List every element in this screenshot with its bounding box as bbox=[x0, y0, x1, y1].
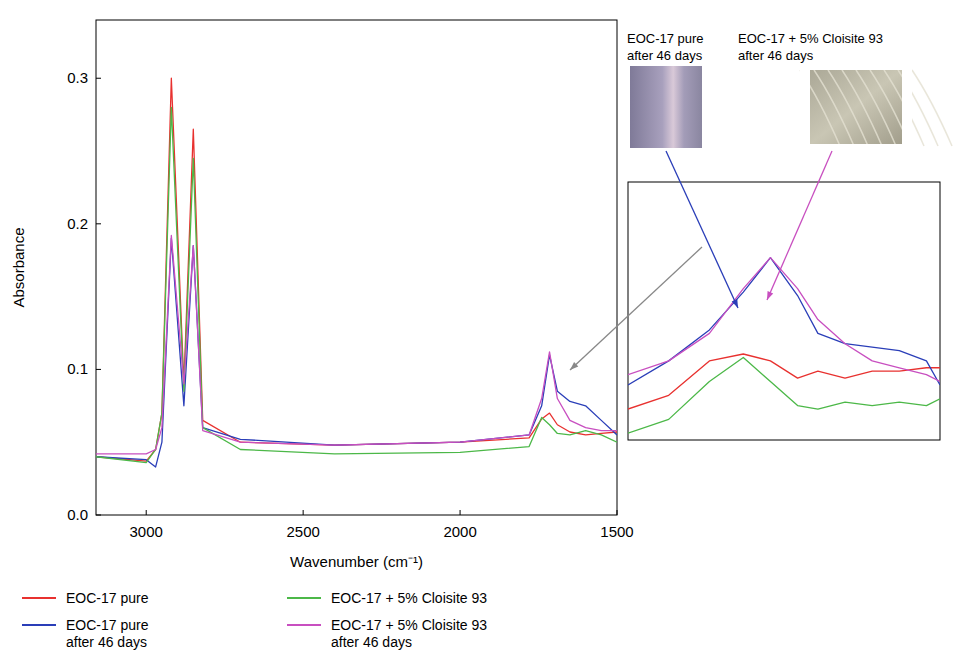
streak bbox=[842, 70, 882, 146]
x-tick bbox=[146, 510, 147, 515]
text-line: EOC-17 pure bbox=[66, 590, 149, 606]
text-line: EOC-17 + 5% Cloisite 93 bbox=[331, 590, 487, 606]
arrow-head bbox=[767, 291, 773, 300]
streak bbox=[856, 70, 896, 146]
y-tick bbox=[96, 369, 101, 370]
text-line: after 46 days bbox=[331, 634, 412, 650]
x-tick bbox=[617, 510, 618, 515]
text-line: after 46 days bbox=[738, 48, 814, 63]
inset-lines bbox=[628, 258, 940, 433]
y-tick bbox=[96, 78, 101, 79]
streak bbox=[828, 70, 868, 146]
series-line bbox=[96, 235, 617, 453]
photo-mask bbox=[802, 62, 910, 152]
legend-swatch bbox=[22, 624, 56, 626]
text-line: EOC-17 + 5% Cloisite 93 bbox=[738, 31, 883, 46]
plot-lines bbox=[96, 78, 617, 467]
inset-series-line bbox=[628, 357, 940, 433]
x-tick bbox=[460, 510, 461, 515]
inset-series-line bbox=[628, 354, 940, 409]
y-tick bbox=[96, 223, 101, 224]
legend-label: EOC-17 + 5% Cloisite 93after 46 days bbox=[331, 617, 487, 650]
x-tick-label: 3000 bbox=[130, 523, 163, 540]
x-axis-title: Wavenumber (cm⁻¹) bbox=[290, 553, 423, 570]
y-tick-label: 0.2 bbox=[67, 215, 88, 232]
y-tick-label: 0.0 bbox=[67, 506, 88, 523]
inset-series-line bbox=[628, 258, 940, 385]
legend-swatch bbox=[287, 597, 321, 599]
arrow bbox=[767, 151, 832, 300]
arrow bbox=[666, 151, 738, 308]
text-line: EOC-17 pure bbox=[627, 31, 704, 46]
text-line: EOC-17 pure bbox=[66, 617, 149, 633]
x-tick bbox=[303, 510, 304, 515]
arrow-head bbox=[570, 362, 578, 370]
y-tick-label: 0.3 bbox=[67, 69, 88, 86]
text-line: after 46 days bbox=[66, 634, 147, 650]
legend-label: EOC-17 + 5% Cloisite 93 bbox=[331, 590, 487, 606]
y-tick bbox=[96, 515, 101, 516]
streak bbox=[814, 70, 854, 146]
y-tick-label: 0.1 bbox=[67, 360, 88, 377]
text-line: EOC-17 + 5% Cloisite 93 bbox=[331, 617, 487, 633]
y-axis-title: Absorbance bbox=[10, 227, 27, 307]
series-line bbox=[96, 78, 617, 461]
photo-mask bbox=[806, 66, 906, 148]
legend-label: EOC-17 pure bbox=[66, 590, 149, 606]
plot-frame bbox=[96, 20, 617, 515]
photo bbox=[630, 66, 702, 148]
arrow bbox=[570, 247, 702, 370]
series-line bbox=[96, 107, 617, 462]
figure: 0.0 0.1 0.2 0.3 3000 2500 2000 1500 Wavenumber (… bbox=[0, 0, 968, 672]
legend-label: EOC-17 pureafter 46 days bbox=[66, 617, 149, 650]
annotation: EOC-17 pure after 46 days bbox=[627, 31, 704, 63]
inset-frame bbox=[628, 182, 940, 440]
x-tick-label: 1500 bbox=[600, 523, 633, 540]
x-tick-label: 2500 bbox=[286, 523, 319, 540]
annotation: EOC-17 + 5% Cloisite 93 after 46 days bbox=[738, 31, 883, 63]
text-line: after 46 days bbox=[627, 48, 703, 63]
arrow-head bbox=[732, 299, 738, 308]
inset-series-line bbox=[628, 258, 940, 382]
legend-swatch bbox=[287, 624, 321, 626]
photo-texture bbox=[800, 70, 952, 146]
streak bbox=[912, 70, 952, 146]
x-tick-label: 2000 bbox=[443, 523, 476, 540]
legend-swatch bbox=[22, 597, 56, 599]
